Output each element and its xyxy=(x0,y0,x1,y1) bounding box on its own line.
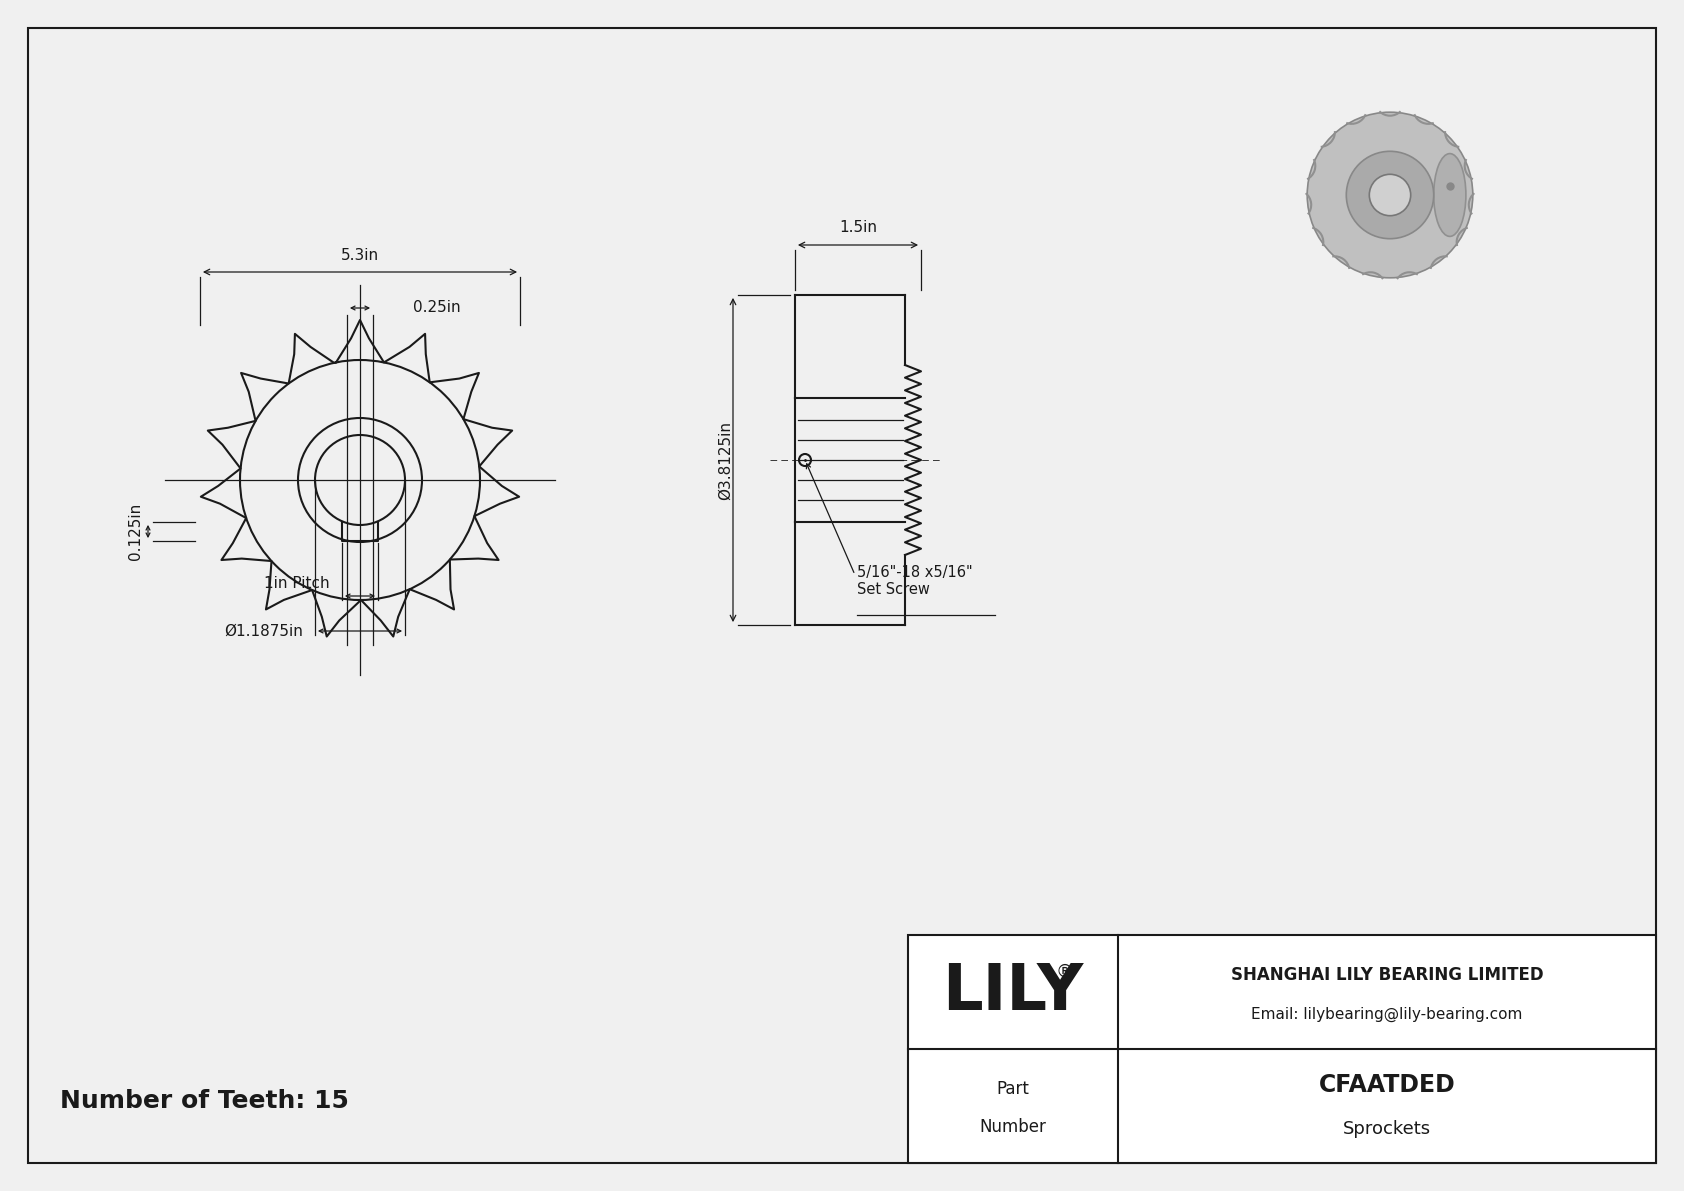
Circle shape xyxy=(1346,151,1433,238)
Text: Number: Number xyxy=(980,1117,1046,1135)
Text: Number of Teeth: 15: Number of Teeth: 15 xyxy=(61,1089,349,1114)
Text: 1.5in: 1.5in xyxy=(839,219,877,235)
Text: Part: Part xyxy=(997,1080,1029,1098)
Text: Set Screw: Set Screw xyxy=(857,582,930,597)
Circle shape xyxy=(1307,112,1474,278)
Text: CFAATDED: CFAATDED xyxy=(1319,1073,1455,1097)
Text: Ø3.8125in: Ø3.8125in xyxy=(717,420,733,499)
Text: SHANGHAI LILY BEARING LIMITED: SHANGHAI LILY BEARING LIMITED xyxy=(1231,966,1543,984)
Text: 5/16"-18 x5/16": 5/16"-18 x5/16" xyxy=(857,565,973,580)
Text: Sprockets: Sprockets xyxy=(1342,1120,1431,1137)
Ellipse shape xyxy=(1433,154,1465,236)
Bar xyxy=(908,935,1655,1162)
Text: 0.125in: 0.125in xyxy=(128,503,143,560)
Text: LILY: LILY xyxy=(943,961,1083,1023)
Text: Ø1.1875in: Ø1.1875in xyxy=(224,624,303,638)
Text: ®: ® xyxy=(1056,964,1074,981)
Text: 1in Pitch: 1in Pitch xyxy=(264,576,330,592)
Text: 0.25in: 0.25in xyxy=(413,300,461,316)
Text: 5.3in: 5.3in xyxy=(340,249,379,263)
Circle shape xyxy=(1369,174,1411,216)
Text: Email: lilybearing@lily-bearing.com: Email: lilybearing@lily-bearing.com xyxy=(1251,1008,1522,1022)
